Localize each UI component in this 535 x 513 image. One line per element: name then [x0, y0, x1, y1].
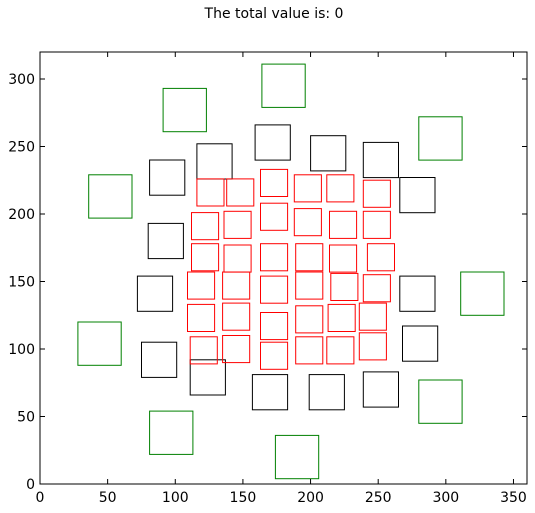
y-tick-label: 150	[8, 275, 35, 291]
data-point	[260, 341, 289, 370]
data-point	[326, 336, 355, 365]
y-tick-label: 250	[8, 140, 35, 156]
data-point	[362, 274, 391, 303]
y-tick-label: 0	[26, 477, 35, 493]
data-point	[226, 178, 255, 207]
y-tick-label: 200	[8, 207, 35, 223]
data-point	[274, 434, 320, 480]
data-point	[295, 336, 324, 365]
data-point	[362, 371, 399, 408]
data-point	[254, 124, 291, 161]
data-point	[187, 271, 216, 300]
data-point	[260, 275, 289, 304]
data-point	[196, 178, 225, 207]
data-point	[402, 325, 439, 362]
x-tick-label: 0	[36, 490, 45, 506]
x-tick-label: 200	[297, 490, 324, 506]
data-point	[189, 336, 218, 365]
data-point	[261, 63, 306, 108]
data-point	[460, 271, 505, 316]
data-point	[260, 202, 289, 231]
plot-frame	[39, 51, 528, 485]
data-point	[358, 302, 387, 331]
data-point	[251, 374, 289, 411]
data-point	[399, 275, 436, 312]
data-point	[189, 359, 226, 396]
data-point	[260, 312, 289, 341]
y-tick-label: 300	[8, 72, 35, 88]
data-point	[329, 244, 358, 273]
data-point	[162, 87, 207, 133]
data-point	[88, 174, 133, 219]
chart-marks	[77, 63, 505, 480]
data-point	[362, 210, 391, 239]
chart-title: The total value is: 0	[204, 6, 344, 22]
x-tick-label: 250	[365, 490, 392, 506]
data-point	[141, 341, 178, 378]
data-point	[418, 379, 463, 424]
x-tick-label: 300	[432, 490, 459, 506]
data-point	[399, 177, 436, 214]
data-point	[136, 275, 174, 312]
data-point	[222, 271, 251, 300]
data-point	[295, 271, 324, 300]
data-point	[147, 222, 184, 260]
y-tick-label: 50	[17, 410, 35, 426]
x-tick-label: 50	[99, 490, 117, 506]
data-point	[293, 208, 322, 237]
data-point	[77, 321, 122, 366]
data-point	[366, 243, 395, 272]
data-point	[149, 410, 194, 455]
data-point	[330, 272, 359, 301]
data-point	[223, 210, 252, 239]
data-point	[310, 135, 347, 172]
data-point	[326, 174, 355, 203]
data-point	[327, 303, 356, 332]
data-point	[362, 141, 399, 179]
x-tick-label: 350	[500, 490, 527, 506]
x-tick-label: 100	[162, 490, 189, 506]
data-point	[196, 143, 233, 180]
data-point	[293, 174, 322, 203]
data-point	[187, 303, 216, 332]
x-tick-label: 150	[230, 490, 257, 506]
data-point	[260, 168, 289, 197]
data-point	[222, 302, 251, 331]
data-point	[149, 159, 186, 196]
data-point	[362, 179, 391, 208]
y-tick-label: 100	[8, 342, 35, 358]
data-point	[418, 116, 463, 161]
chart-axes: 0 50 100 150 200 250 300 350 0 50 100 150 200 250 300	[8, 51, 528, 506]
data-point	[191, 243, 220, 272]
data-point	[223, 244, 252, 273]
data-point	[295, 305, 324, 334]
data-point	[308, 374, 345, 411]
data-point	[329, 210, 358, 239]
data-point	[358, 332, 387, 361]
data-point	[191, 212, 220, 241]
data-point	[260, 243, 289, 272]
data-point	[222, 335, 251, 364]
data-point	[295, 243, 324, 272]
